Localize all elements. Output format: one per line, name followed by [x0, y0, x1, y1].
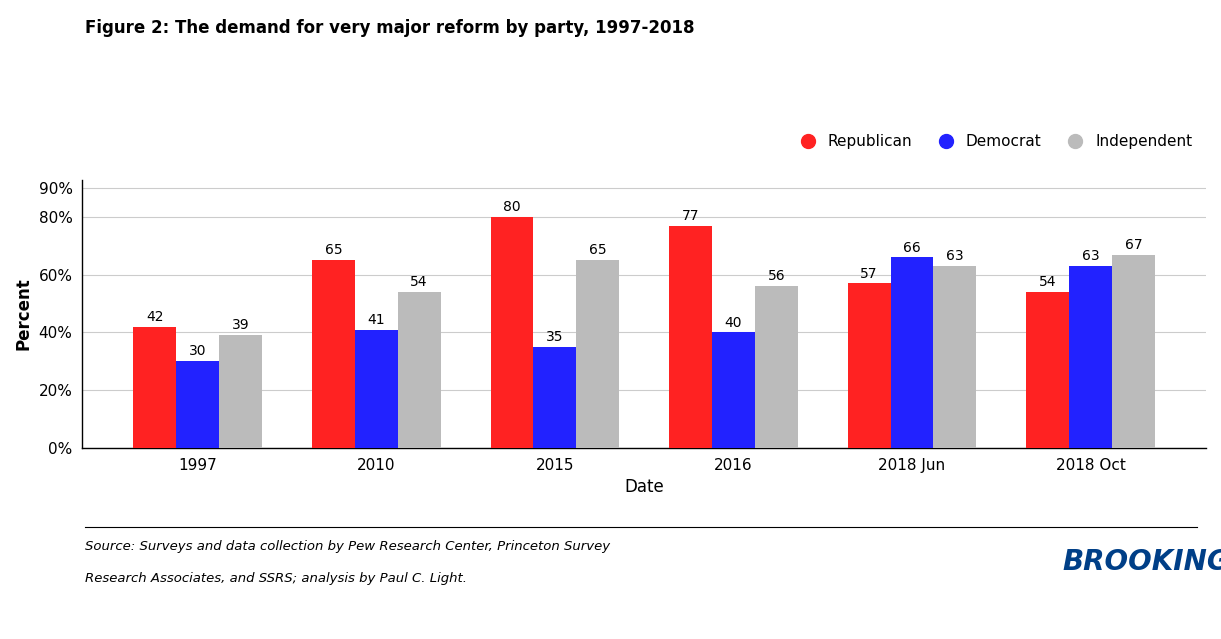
Text: 77: 77	[681, 209, 700, 223]
Bar	[219, 335, 263, 448]
Text: 54: 54	[1039, 275, 1056, 289]
Y-axis label: Percent: Percent	[15, 277, 33, 350]
Bar	[1112, 254, 1155, 448]
Text: 63: 63	[946, 249, 963, 263]
Text: Research Associates, and SSRS; analysis by Paul C. Light.: Research Associates, and SSRS; analysis …	[85, 572, 468, 585]
Bar	[133, 327, 176, 448]
Text: 66: 66	[904, 240, 921, 254]
Text: 65: 65	[589, 243, 607, 258]
Bar	[534, 347, 576, 448]
Bar	[176, 361, 219, 448]
Text: Source: Surveys and data collection by Pew Research Center, Princeton Survey: Source: Surveys and data collection by P…	[85, 540, 610, 553]
Bar	[311, 260, 355, 448]
Text: 65: 65	[325, 243, 342, 258]
Bar	[934, 266, 977, 448]
Bar	[491, 217, 534, 448]
Text: 57: 57	[861, 266, 878, 281]
Bar	[398, 292, 441, 448]
Bar	[355, 330, 398, 448]
Text: 67: 67	[1125, 238, 1143, 252]
Text: 56: 56	[768, 270, 785, 284]
Text: 39: 39	[232, 318, 249, 332]
Legend: Republican, Democrat, Independent: Republican, Democrat, Independent	[786, 128, 1198, 155]
Text: 54: 54	[410, 275, 427, 289]
Text: 42: 42	[147, 310, 164, 324]
Bar	[669, 226, 712, 448]
Bar	[847, 284, 890, 448]
Bar	[755, 286, 797, 448]
Bar	[1027, 292, 1070, 448]
Bar	[890, 258, 934, 448]
Text: 63: 63	[1082, 249, 1099, 263]
Bar	[712, 332, 755, 448]
Text: 40: 40	[725, 316, 742, 330]
X-axis label: Date: Date	[624, 478, 664, 497]
Text: BROOKINGS: BROOKINGS	[1062, 548, 1221, 576]
Text: 41: 41	[368, 312, 385, 327]
Bar	[576, 260, 619, 448]
Text: 35: 35	[546, 330, 564, 344]
Text: Figure 2: The demand for very major reform by party, 1997-2018: Figure 2: The demand for very major refo…	[85, 19, 695, 37]
Text: 30: 30	[189, 344, 206, 358]
Bar	[1070, 266, 1112, 448]
Text: 80: 80	[503, 200, 521, 214]
